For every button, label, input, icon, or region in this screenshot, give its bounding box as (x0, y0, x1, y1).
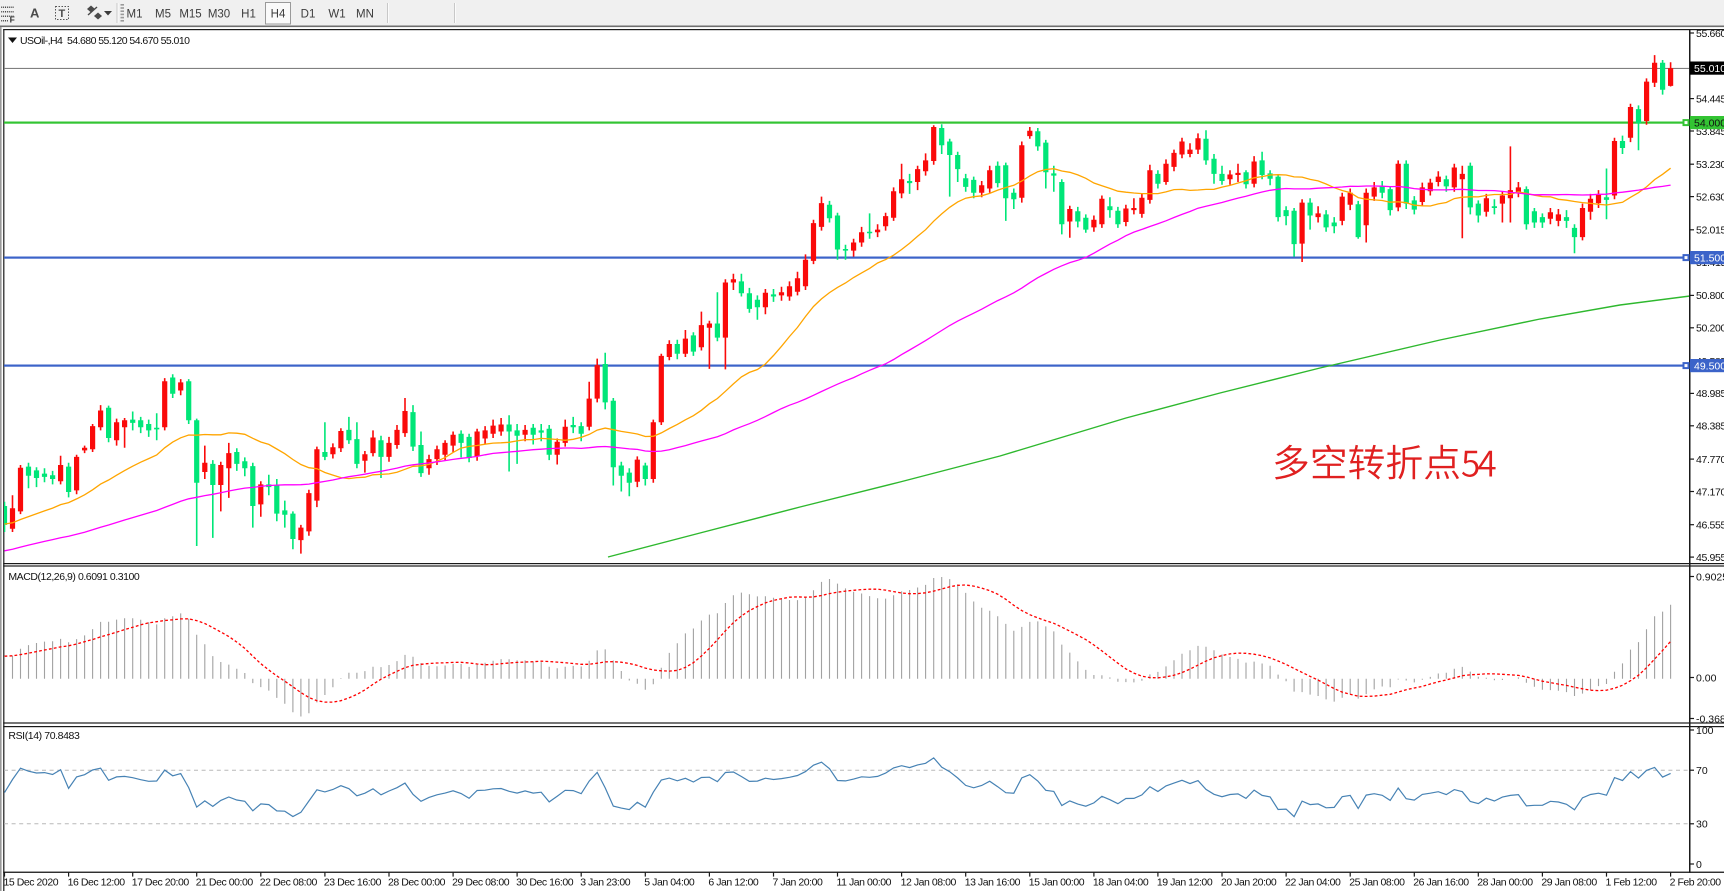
svg-text:MN: MN (356, 9, 374, 21)
svg-text:D1: D1 (301, 9, 316, 21)
svg-text:H1: H1 (241, 9, 256, 21)
svg-text:16 Dec 12:00: 16 Dec 12:00 (68, 876, 126, 888)
svg-text:28 Jan 00:00: 28 Jan 00:00 (1477, 876, 1533, 888)
svg-text:48.385: 48.385 (1696, 421, 1724, 433)
svg-text:29 Dec 08:00: 29 Dec 08:00 (452, 876, 510, 888)
svg-text:52.630: 52.630 (1696, 191, 1724, 203)
svg-text:-0.3688: -0.3688 (1696, 713, 1724, 725)
svg-text:USOil-,H4 54.680 55.120 54.67: USOil-,H4 54.680 55.120 54.670 55.010 (20, 35, 190, 47)
svg-text:46.555: 46.555 (1696, 520, 1724, 532)
svg-text:M1: M1 (127, 9, 143, 21)
svg-text:55.660: 55.660 (1696, 28, 1724, 40)
svg-text:70: 70 (1696, 765, 1708, 777)
svg-text:MACD(12,26,9) 0.6091 0.3100: MACD(12,26,9) 0.6091 0.3100 (8, 571, 139, 583)
svg-text:22 Dec 08:00: 22 Dec 08:00 (260, 876, 318, 888)
svg-text:54.445: 54.445 (1696, 93, 1724, 105)
svg-text:13 Jan 16:00: 13 Jan 16:00 (965, 876, 1021, 888)
svg-text:30 Dec 16:00: 30 Dec 16:00 (516, 876, 574, 888)
svg-text:0: 0 (1696, 859, 1702, 871)
svg-text:49.500: 49.500 (1694, 360, 1724, 372)
svg-text:21 Dec 00:00: 21 Dec 00:00 (196, 876, 254, 888)
svg-text:5 Jan 04:00: 5 Jan 04:00 (644, 876, 695, 888)
svg-text:26 Jan 16:00: 26 Jan 16:00 (1413, 876, 1469, 888)
svg-text:51.500: 51.500 (1694, 252, 1724, 264)
svg-text:53.230: 53.230 (1696, 159, 1724, 171)
svg-text:M15: M15 (179, 9, 201, 21)
svg-text:3 Jan 23:00: 3 Jan 23:00 (580, 876, 631, 888)
svg-text:1 Feb 12:00: 1 Feb 12:00 (1606, 876, 1658, 888)
svg-text:47.770: 47.770 (1696, 454, 1724, 466)
svg-text:52.015: 52.015 (1696, 225, 1724, 237)
svg-text:2 Feb 20:00: 2 Feb 20:00 (1670, 876, 1722, 888)
svg-text:100: 100 (1696, 725, 1714, 737)
svg-text:22 Jan 04:00: 22 Jan 04:00 (1285, 876, 1341, 888)
svg-text:7 Jan 20:00: 7 Jan 20:00 (773, 876, 824, 888)
svg-text:17 Dec 20:00: 17 Dec 20:00 (132, 876, 190, 888)
svg-text:55.010: 55.010 (1694, 63, 1724, 75)
svg-text:29 Jan 08:00: 29 Jan 08:00 (1541, 876, 1597, 888)
svg-text:15 Dec 2020: 15 Dec 2020 (4, 876, 59, 888)
svg-text:15 Jan 00:00: 15 Jan 00:00 (1029, 876, 1085, 888)
svg-text:M5: M5 (155, 9, 171, 21)
svg-text:25 Jan 08:00: 25 Jan 08:00 (1349, 876, 1405, 888)
svg-text:F: F (10, 15, 15, 25)
svg-text:30: 30 (1696, 819, 1708, 831)
svg-text:A: A (30, 6, 40, 21)
svg-text:28 Dec 00:00: 28 Dec 00:00 (388, 876, 446, 888)
svg-text:M30: M30 (208, 9, 230, 21)
svg-text:RSI(14) 70.8483: RSI(14) 70.8483 (8, 730, 80, 742)
svg-text:45.955: 45.955 (1696, 552, 1724, 564)
svg-text:0.9025: 0.9025 (1696, 571, 1724, 583)
svg-text:50.200: 50.200 (1696, 323, 1724, 335)
svg-text:19 Jan 12:00: 19 Jan 12:00 (1157, 876, 1213, 888)
svg-text:20 Jan 20:00: 20 Jan 20:00 (1221, 876, 1277, 888)
svg-text:47.170: 47.170 (1696, 486, 1724, 498)
svg-text:48.985: 48.985 (1696, 388, 1724, 400)
svg-text:54.000: 54.000 (1694, 117, 1724, 129)
svg-text:50.800: 50.800 (1696, 290, 1724, 302)
svg-text:18 Jan 04:00: 18 Jan 04:00 (1093, 876, 1149, 888)
svg-text:6 Jan 12:00: 6 Jan 12:00 (708, 876, 759, 888)
svg-text:11 Jan 00:00: 11 Jan 00:00 (837, 876, 892, 888)
svg-text:T: T (59, 8, 66, 20)
svg-text:W1: W1 (328, 9, 345, 21)
svg-text:H4: H4 (271, 9, 286, 21)
svg-text:23 Dec 16:00: 23 Dec 16:00 (324, 876, 382, 888)
svg-text:12 Jan 08:00: 12 Jan 08:00 (901, 876, 957, 888)
svg-text:0.00: 0.00 (1696, 672, 1717, 684)
